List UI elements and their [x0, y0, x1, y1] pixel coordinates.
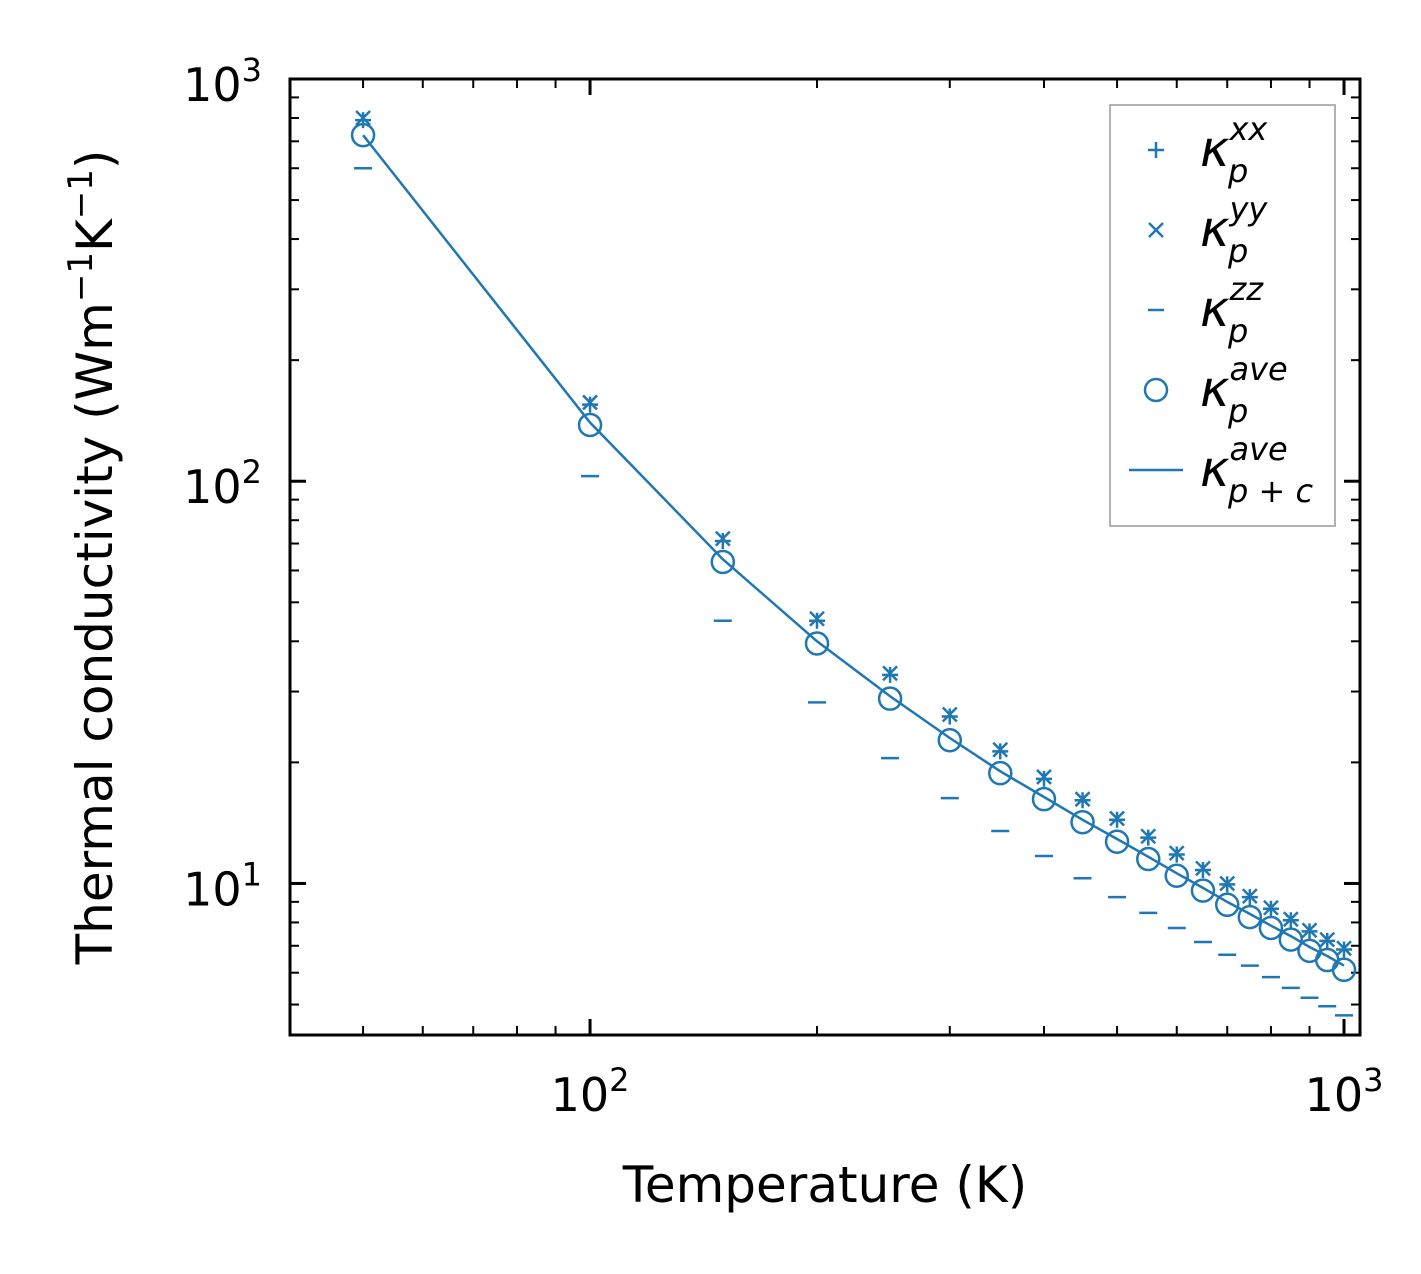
point-kappa_p_yy	[714, 530, 731, 547]
legend-label: κave p + c	[1200, 430, 1313, 510]
point-kappa_p_ave	[1331, 957, 1357, 983]
point-kappa_p_ave	[1136, 846, 1161, 872]
x-b	[1140, 828, 1157, 845]
x-b	[1219, 875, 1236, 892]
point-kappa_p_yy	[1109, 810, 1125, 827]
point-kappa_p_yy	[1319, 931, 1336, 948]
x-b	[1241, 888, 1258, 905]
point-kappa_p_yy	[1263, 899, 1279, 916]
point-kappa_p_yy	[1336, 940, 1352, 957]
legend-entry: κyy p	[1148, 190, 1268, 270]
point-kappa_p_xx	[809, 612, 826, 629]
point-kappa_p_ave	[877, 686, 903, 711]
legend-circle-symbol	[1143, 377, 1169, 403]
point-kappa_p_ave	[1070, 809, 1095, 835]
point-kappa_p_yy	[1219, 875, 1236, 892]
point-kappa_p_yy	[882, 665, 898, 682]
point-kappa_p_ave	[577, 412, 603, 438]
y-tick-label: 103	[183, 51, 262, 112]
point-kappa_p_yy	[1282, 911, 1299, 928]
point-kappa_p_ave	[804, 631, 830, 656]
x-b	[582, 394, 598, 411]
x-b	[355, 110, 371, 126]
x-b	[1074, 791, 1091, 808]
point-kappa_p_ave	[937, 728, 963, 753]
x-axis-title: Temperature (K)	[622, 1156, 1027, 1214]
series-kappa_p_ave	[350, 122, 1357, 983]
point-kappa_p_xx	[1035, 770, 1052, 787]
point-kappa_p_xx	[355, 112, 372, 129]
x-b	[1168, 845, 1185, 861]
legend-x-b	[1148, 222, 1164, 238]
series-kappa_p_zz	[354, 166, 1354, 1017]
point-kappa_p_xx	[941, 708, 958, 725]
x-b	[882, 665, 898, 682]
point-kappa_p_yy	[1036, 769, 1052, 785]
point-kappa_p_yy	[1195, 860, 1211, 877]
point-kappa_p_yy	[1168, 845, 1185, 861]
point-kappa_p_ave	[1031, 786, 1057, 812]
y-axis-title: Thermal conductivity (Wm−1K−1)	[61, 150, 124, 966]
point-kappa_p_xx	[582, 396, 599, 413]
y-tick-label: 101	[183, 855, 262, 916]
legend-label: κyy p	[1200, 190, 1268, 270]
x-b	[1109, 810, 1125, 827]
y-tick-label: 102	[183, 453, 262, 514]
x-b	[1195, 860, 1211, 877]
line-kappa_pc_ave	[362, 134, 1345, 967]
legend-entry: κave p	[1143, 350, 1288, 430]
x-b	[992, 741, 1009, 758]
point-kappa_p_yy	[992, 741, 1009, 758]
point-kappa_p_yy	[1074, 791, 1091, 808]
plot-frame	[288, 77, 1362, 1037]
point-kappa_p_yy	[941, 706, 958, 723]
x-b	[809, 610, 825, 627]
x-b	[941, 706, 958, 723]
point-kappa_p_ave	[1164, 863, 1190, 889]
legend-label: κxx p	[1200, 110, 1268, 190]
x-b	[1263, 899, 1279, 916]
tick-labels: 102 103 101 102 103	[183, 51, 1383, 1122]
x-b	[1336, 940, 1352, 957]
series-kappa_pc_ave	[362, 134, 1345, 967]
point-kappa_p_ave	[1190, 878, 1216, 903]
x-b	[1301, 922, 1318, 939]
x-b	[1282, 911, 1299, 928]
x-b	[1319, 931, 1336, 948]
data-series	[350, 110, 1357, 1017]
series-kappa_p_yy	[355, 110, 1352, 957]
legend-frame	[1109, 104, 1336, 527]
legend-label: κave p	[1200, 350, 1288, 430]
x-b	[714, 530, 731, 547]
legend-entry: κxx p	[1148, 110, 1268, 190]
point-kappa_p_yy	[1140, 828, 1157, 845]
point-kappa_p_yy	[1241, 888, 1258, 905]
legend-entry: κave p + c	[1129, 430, 1313, 510]
point-kappa_p_ave	[350, 122, 376, 148]
point-kappa_p_ave	[710, 549, 736, 575]
point-kappa_p_yy	[582, 394, 598, 411]
point-kappa_p_ave	[1278, 927, 1304, 952]
point-kappa_p_ave	[1104, 829, 1130, 854]
point-kappa_p_ave	[1214, 892, 1240, 918]
point-kappa_p_yy	[1301, 922, 1318, 939]
x-tick-label: 103	[1305, 1061, 1384, 1122]
point-kappa_p_yy	[809, 610, 825, 627]
point-kappa_p_ave	[1258, 915, 1284, 941]
point-kappa_p_yy	[355, 110, 371, 126]
legend-label: κzz p	[1200, 270, 1264, 350]
point-kappa_p_xx	[714, 533, 731, 550]
point-kappa_p_ave	[988, 760, 1013, 786]
legend-entry: κzz p	[1148, 270, 1264, 350]
x-b	[1036, 769, 1052, 785]
x-tick-label: 102	[551, 1061, 630, 1122]
point-kappa_p_ave	[1237, 904, 1263, 930]
